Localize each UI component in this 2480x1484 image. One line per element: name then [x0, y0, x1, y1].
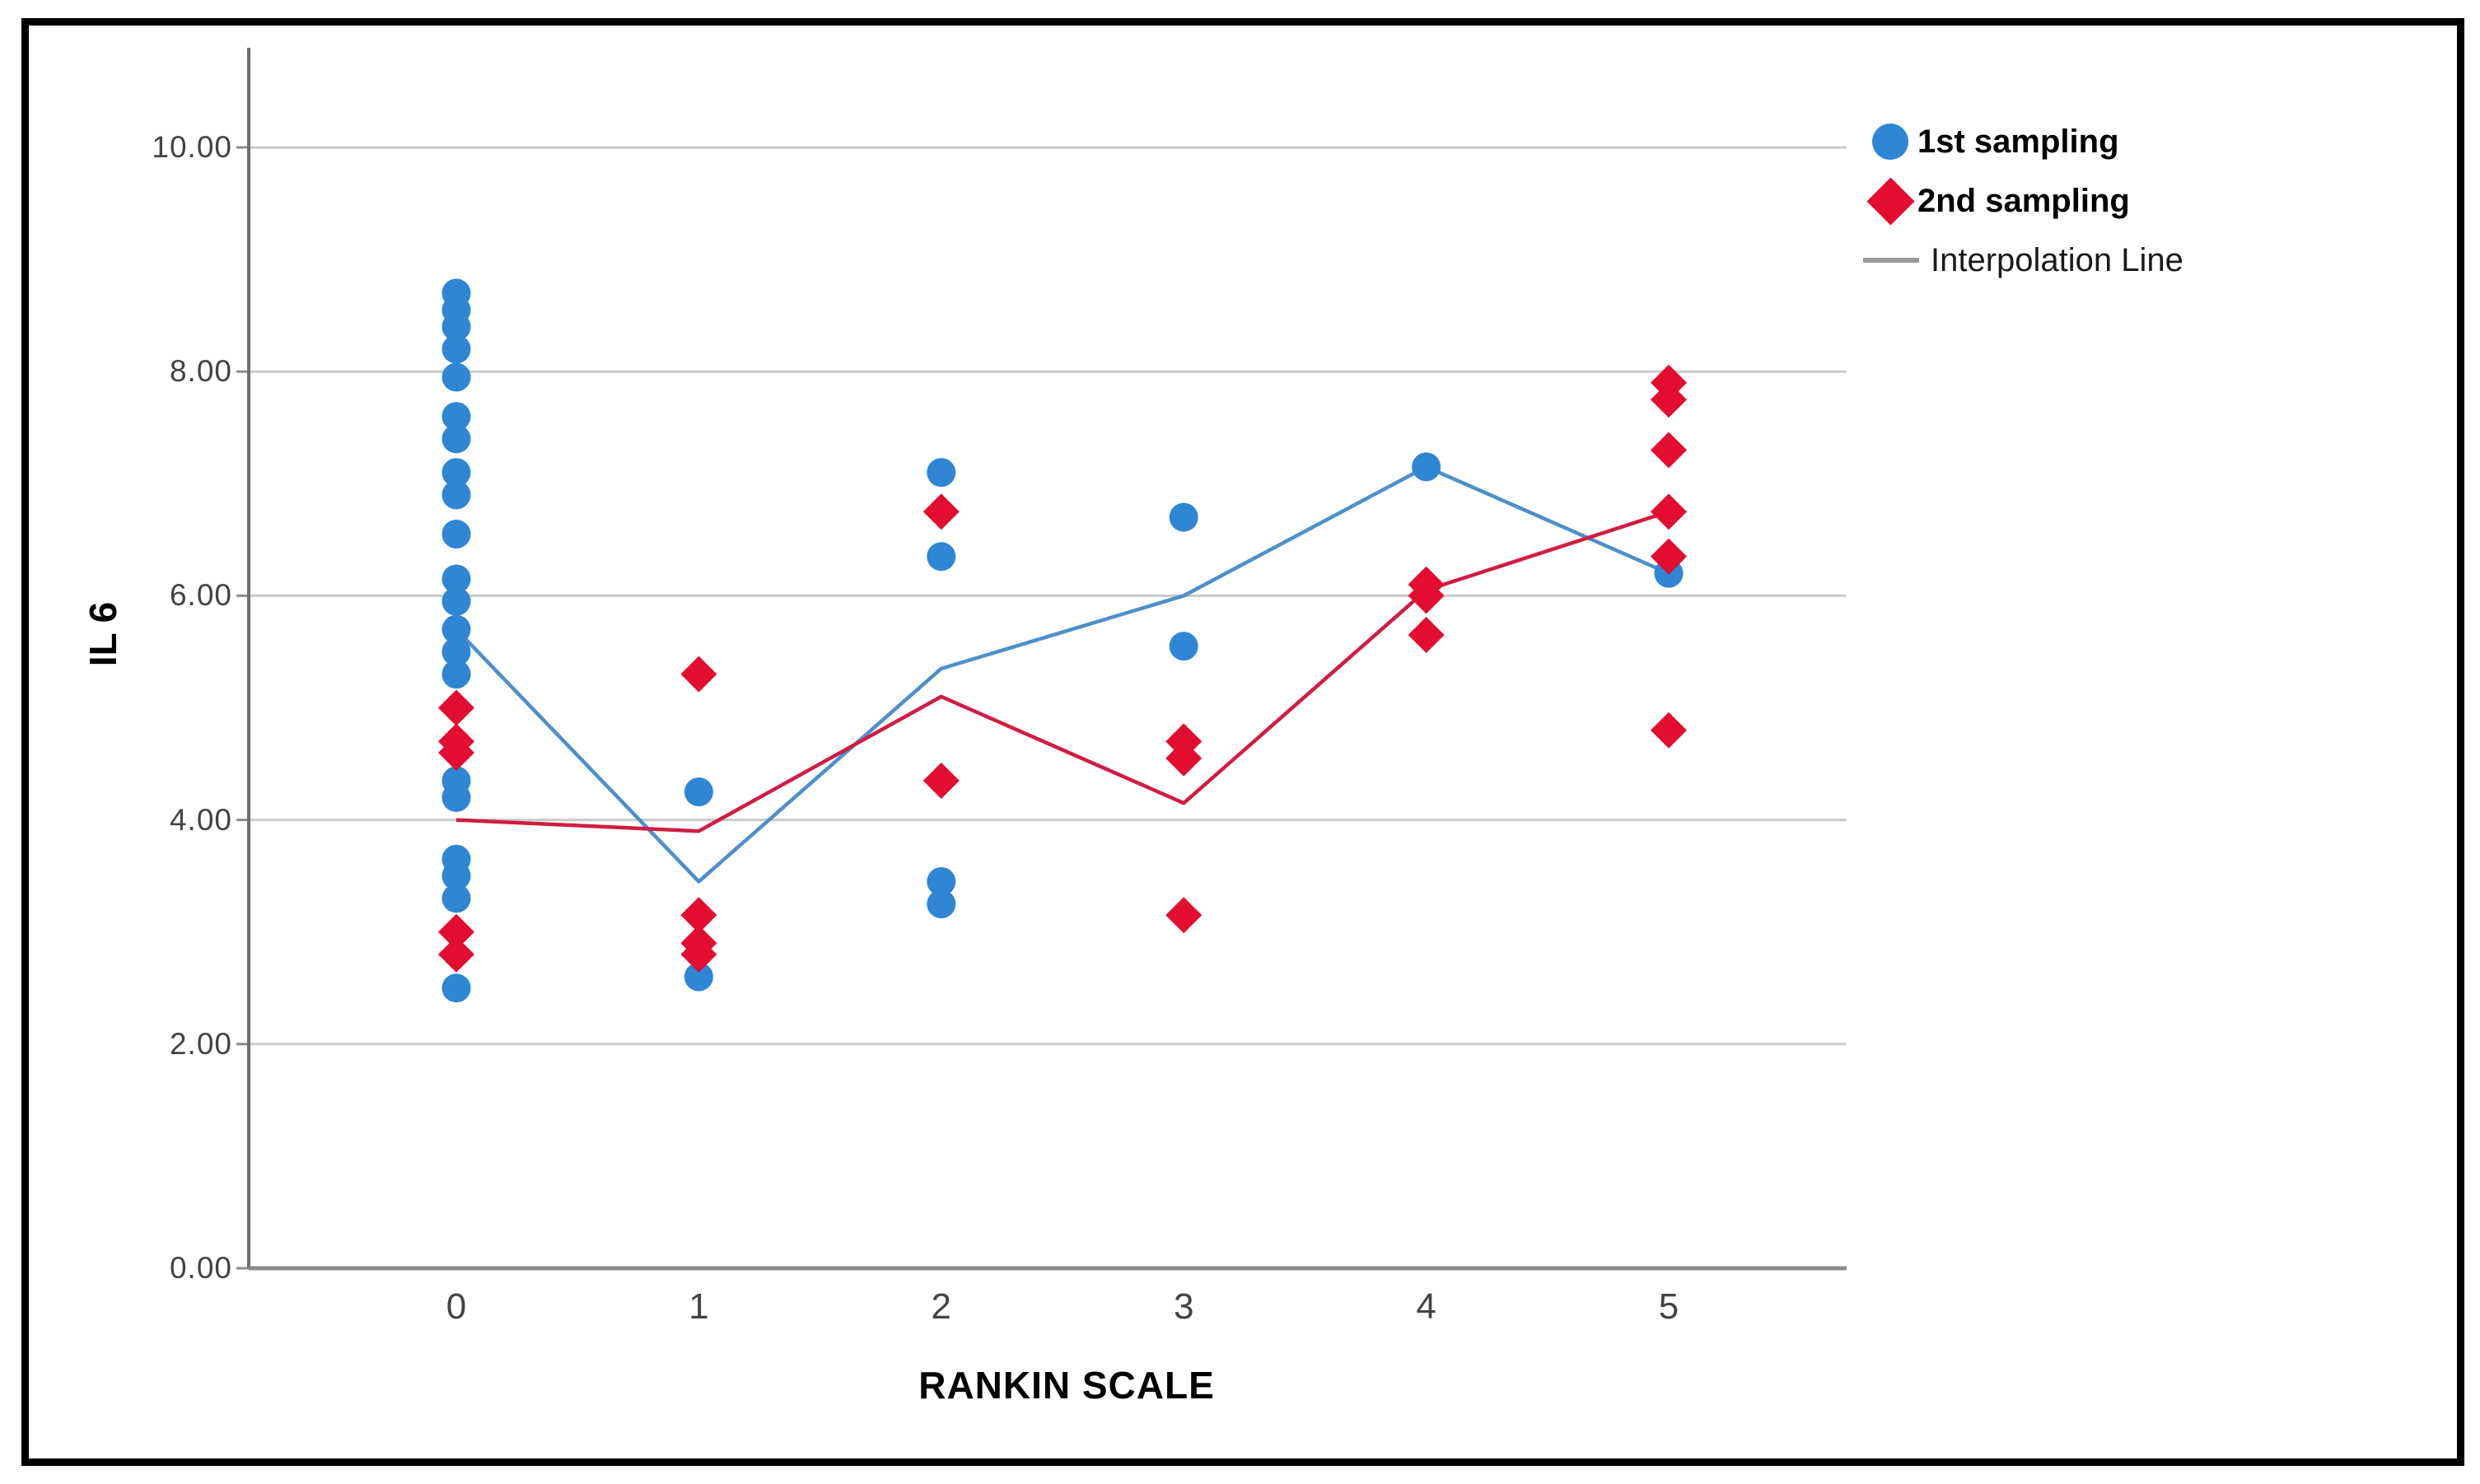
legend-label: 2nd sampling [1917, 182, 2130, 219]
blue-circle-marker-icon [1872, 124, 1908, 160]
y-tick-label: 2.00 [169, 1026, 232, 1061]
legend: 1st sampling 2nd sampling Interpolation … [1863, 122, 2183, 300]
legend-item-interpolation-line: Interpolation Line [1863, 240, 2183, 280]
legend-item-1st-sampling: 1st sampling [1863, 122, 2183, 161]
x-tick-label: 0 [446, 1286, 467, 1327]
y-tick-label: 6.00 [169, 578, 232, 613]
x-tick-label: 3 [1173, 1286, 1194, 1327]
y-tick-label: 0.00 [169, 1251, 232, 1285]
legend-label: 1st sampling [1917, 123, 2119, 160]
legend-label: Interpolation Line [1931, 241, 2183, 278]
gray-line-marker-icon [1863, 258, 1919, 263]
x-tick-label: 1 [689, 1286, 709, 1327]
legend-item-2nd-sampling: 2nd sampling [1863, 177, 2183, 225]
x-tick-label: 2 [931, 1286, 952, 1327]
screenshot-border-frame [21, 18, 2464, 1466]
x-axis-title: RANKIN SCALE [918, 1364, 1215, 1407]
y-tick-label: 8.00 [169, 354, 232, 389]
y-tick-label: 4.00 [169, 802, 232, 837]
y-tick-label: 10.00 [152, 130, 232, 164]
x-tick-label: 4 [1416, 1286, 1436, 1327]
x-tick-label: 5 [1658, 1286, 1679, 1327]
